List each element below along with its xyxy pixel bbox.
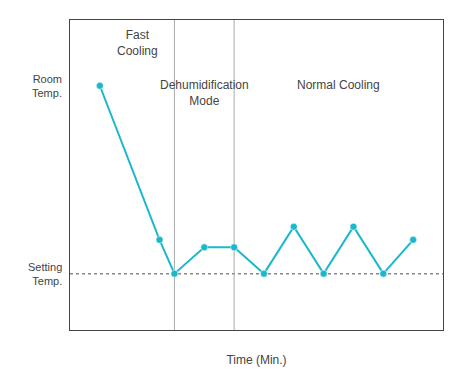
svg-text:FastCooling: FastCooling	[117, 28, 158, 58]
svg-text:DehumidificationMode: DehumidificationMode	[160, 78, 249, 108]
svg-text:Normal Cooling: Normal Cooling	[297, 78, 380, 92]
svg-text:SettingTemp.: SettingTemp.	[28, 261, 62, 287]
svg-text:RoomTemp.: RoomTemp.	[32, 73, 62, 99]
svg-text:Time (Min.): Time (Min.)	[226, 353, 286, 367]
